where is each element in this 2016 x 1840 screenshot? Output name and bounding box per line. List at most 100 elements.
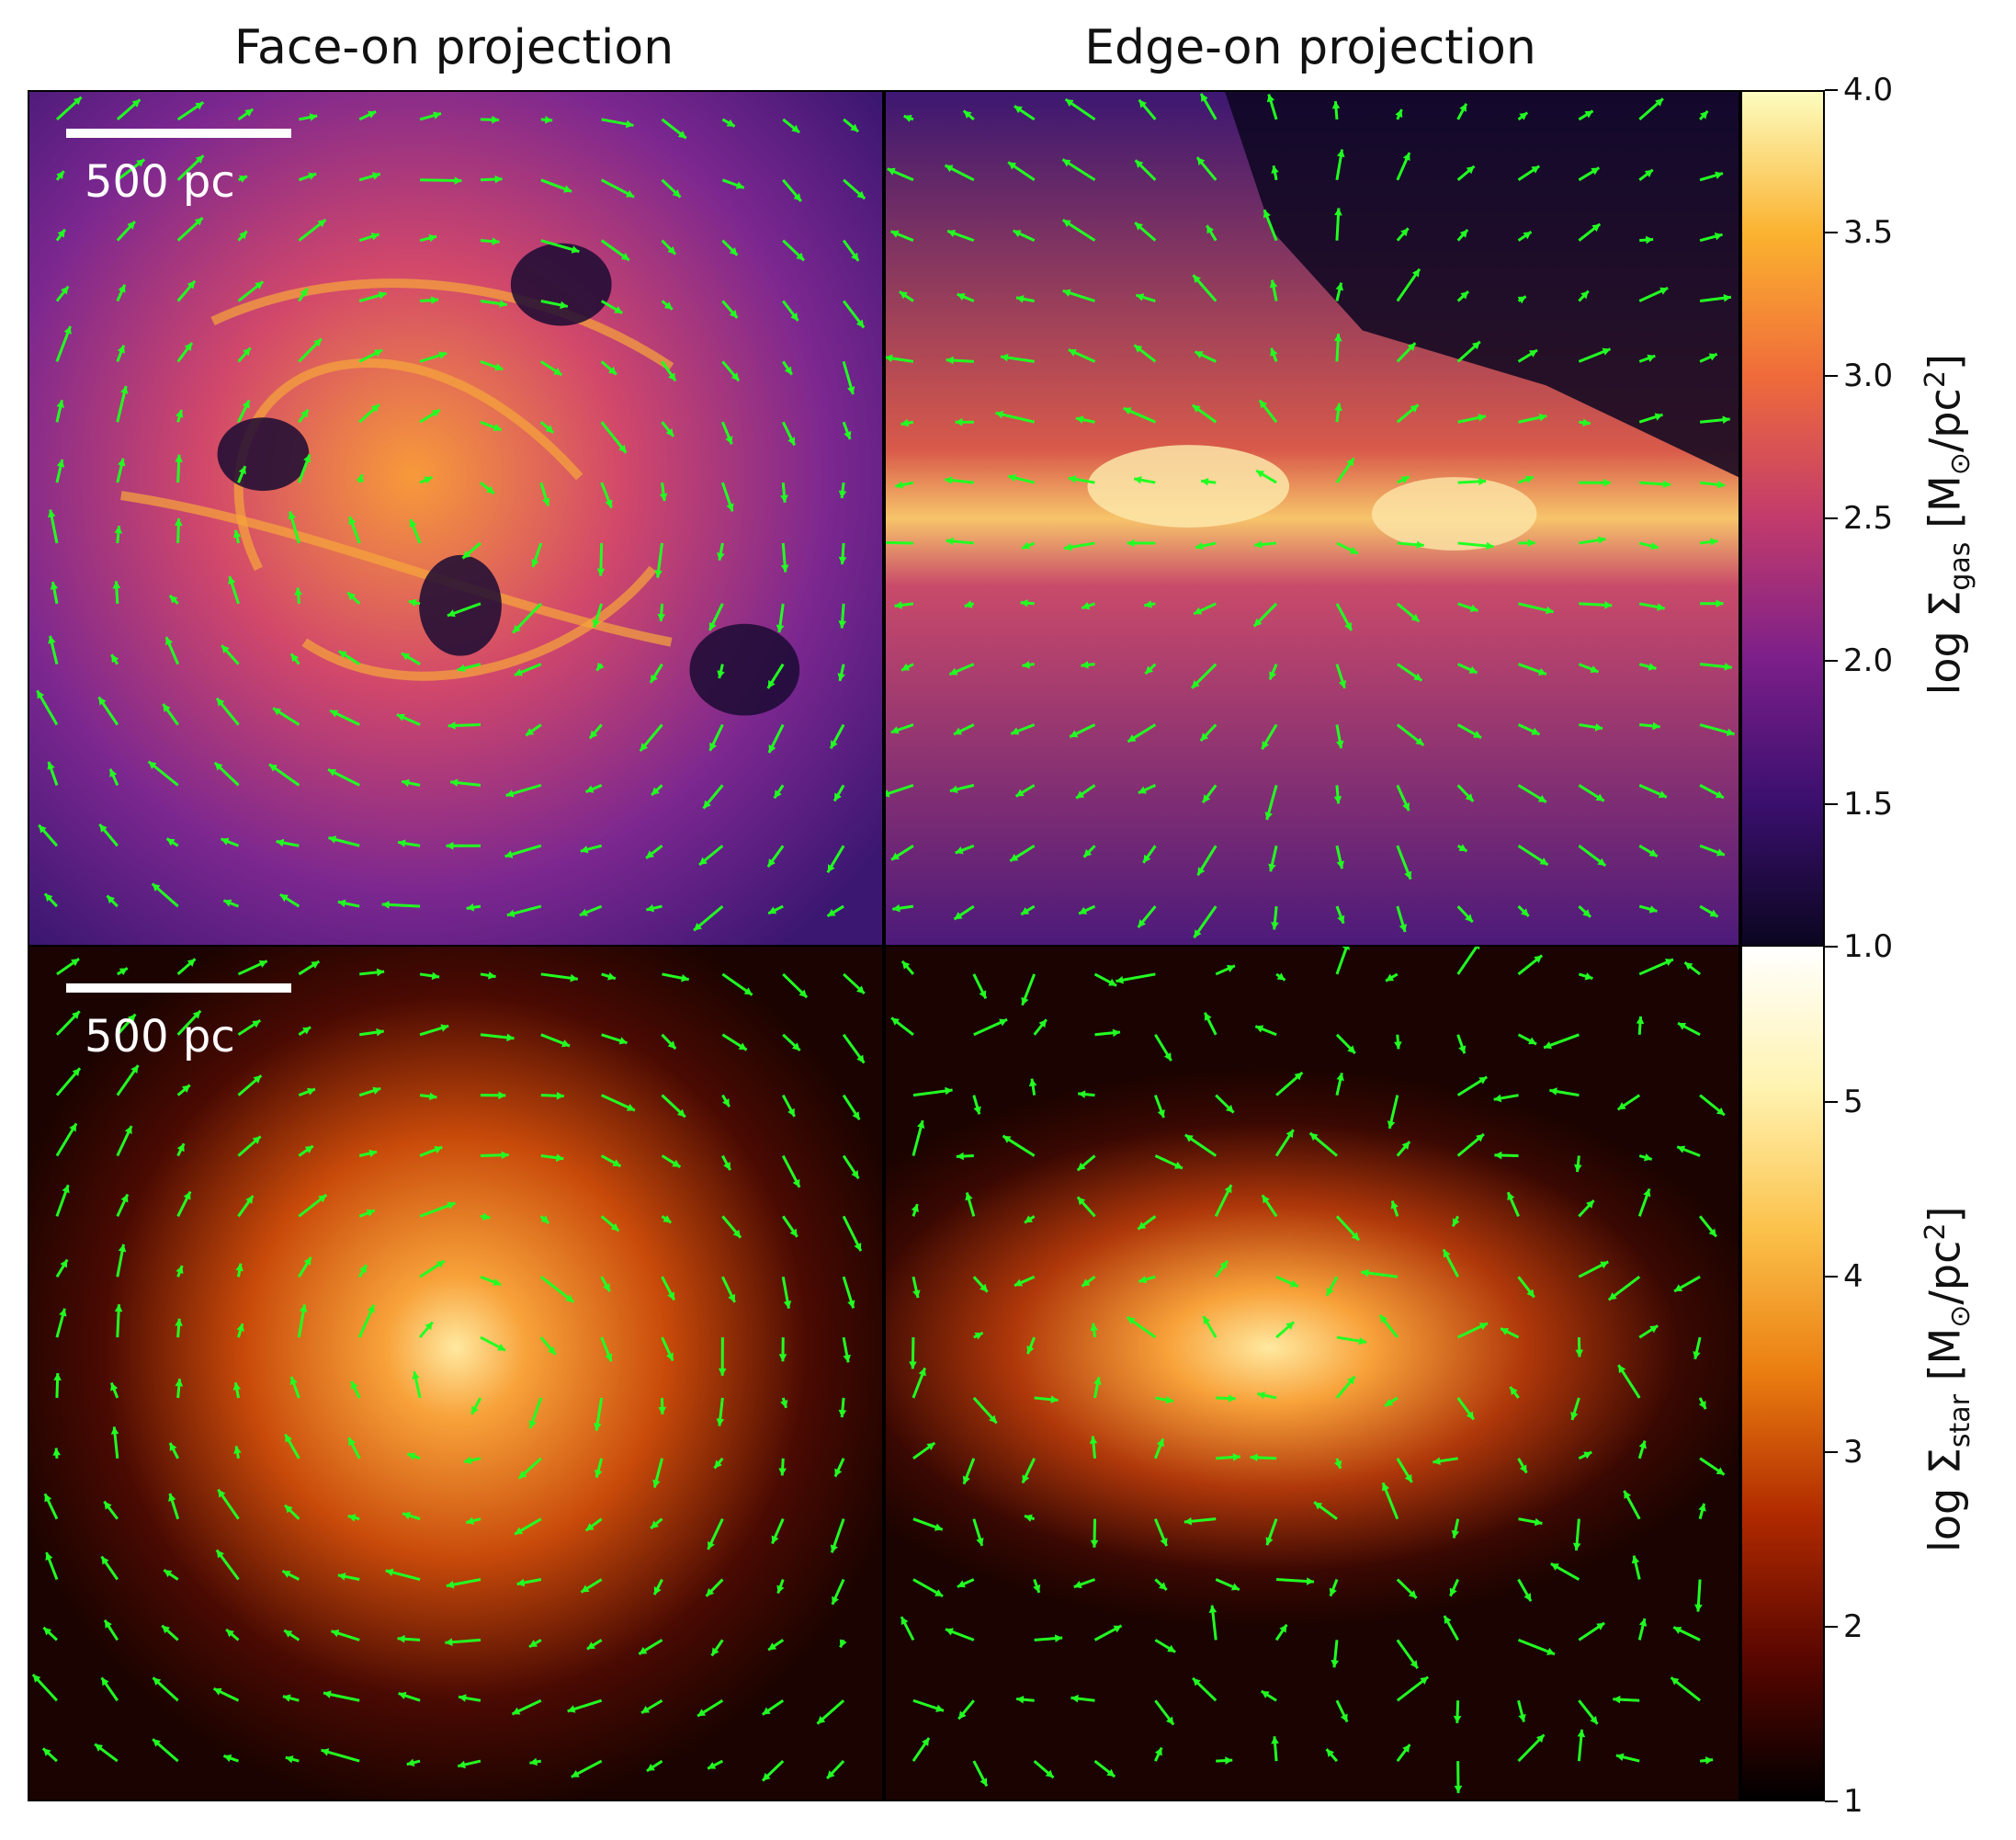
velocity-arrow	[894, 601, 914, 609]
velocity-arrow	[357, 1304, 376, 1338]
velocity-arrow	[321, 1748, 360, 1763]
gas-face-on-panel: 500 pc	[28, 90, 884, 947]
velocity-arrow	[1020, 598, 1035, 608]
velocity-arrow	[1698, 1397, 1707, 1410]
colorbar-tick-label: 4	[1843, 1258, 1863, 1296]
velocity-arrow	[1456, 1132, 1485, 1157]
velocity-arrow	[1578, 166, 1601, 182]
velocity-arrow	[1090, 1518, 1099, 1548]
velocity-arrow	[396, 713, 421, 726]
velocity-arrow	[1517, 1458, 1528, 1474]
velocity-arrow	[708, 603, 724, 631]
velocity-arrow	[1254, 1025, 1277, 1037]
velocity-arrow	[600, 300, 624, 314]
velocity-arrow	[176, 154, 205, 181]
velocity-arrow	[601, 1094, 636, 1112]
velocity-arrow	[887, 167, 914, 182]
velocity-arrow	[1578, 1450, 1592, 1460]
velocity-arrow	[1094, 1028, 1121, 1038]
velocity-arrow	[1116, 972, 1156, 984]
velocity-arrow	[842, 1336, 851, 1363]
velocity-arrow	[402, 1511, 421, 1521]
velocity-arrow	[110, 1426, 119, 1459]
velocity-arrow	[1699, 481, 1726, 489]
velocity-arrow	[217, 1488, 240, 1520]
velocity-arrow	[1579, 536, 1606, 545]
velocity-arrow	[1396, 267, 1421, 302]
velocity-arrow	[1026, 1336, 1036, 1355]
velocity-arrow	[1670, 1676, 1702, 1702]
velocity-arrow	[1638, 413, 1663, 424]
velocity-arrow	[540, 300, 569, 310]
colorbar-tick-mark	[1825, 232, 1838, 234]
velocity-arrow	[237, 1135, 262, 1157]
velocity-arrow	[1572, 1518, 1581, 1551]
velocity-arrow	[358, 291, 387, 302]
velocity-arrow	[337, 1573, 360, 1581]
velocity-arrow	[654, 542, 664, 578]
velocity-arrow	[955, 844, 975, 855]
velocity-arrow	[1093, 1759, 1116, 1778]
velocity-arrow	[116, 385, 129, 423]
velocity-arrow	[222, 899, 240, 908]
velocity-arrow	[955, 417, 974, 426]
velocity-arrow	[780, 1397, 788, 1409]
velocity-arrow	[237, 1019, 262, 1037]
velocity-arrows-star-edge	[890, 947, 1726, 1793]
colorbar-tick-label: 3.5	[1843, 214, 1894, 252]
velocity-arrow	[761, 1760, 785, 1782]
velocity-arrow	[1331, 1640, 1340, 1668]
velocity-arrow	[1517, 723, 1541, 736]
velocity-arrow	[1433, 1457, 1458, 1466]
velocity-arrow	[838, 482, 847, 499]
velocity-arrow	[707, 1518, 724, 1550]
scale-bar-label: 500 pc	[85, 156, 235, 208]
velocity-arrow	[1579, 478, 1611, 487]
velocity-arrow	[232, 1381, 242, 1399]
velocity-arrow	[1075, 784, 1096, 800]
velocity-arrow	[829, 723, 845, 750]
velocity-arrow	[480, 1212, 491, 1221]
velocity-arrow	[1517, 348, 1538, 363]
velocity-arrow	[1451, 1215, 1460, 1228]
velocity-arrow	[1518, 1517, 1543, 1527]
velocity-arrow	[1456, 165, 1476, 181]
velocity-arrow	[358, 1209, 376, 1218]
velocity-arrow	[838, 603, 847, 629]
velocity-arrow	[268, 763, 300, 787]
velocity-arrow	[1454, 1761, 1463, 1793]
colorbar-tick-mark	[1825, 517, 1838, 519]
velocity-arrow	[1457, 414, 1487, 424]
velocity-arrow	[771, 1518, 785, 1545]
velocity-arrow	[1335, 282, 1344, 301]
velocity-arrow	[1021, 541, 1036, 550]
velocity-arrow	[161, 1624, 179, 1641]
velocity-arrow	[895, 481, 914, 489]
velocity-arrow	[1216, 1394, 1236, 1403]
velocity-arrow	[41, 1747, 58, 1763]
velocity-arrow	[1577, 1729, 1586, 1762]
velocity-arrow	[1014, 1275, 1036, 1288]
velocity-arrow	[1396, 152, 1411, 181]
velocity-arrow	[1142, 845, 1157, 864]
velocity-arrow	[1543, 1033, 1580, 1050]
velocity-arrow	[1275, 1321, 1296, 1339]
velocity-arrow	[1578, 222, 1602, 242]
velocity-arrow	[1335, 1033, 1356, 1055]
velocity-arrow	[1672, 1626, 1701, 1641]
velocity-arrow	[1396, 342, 1417, 363]
velocity-arrow	[1638, 168, 1654, 181]
velocity-arrow	[890, 1017, 914, 1036]
velocity-arrow	[237, 346, 252, 363]
velocity-arrow	[288, 511, 300, 544]
velocity-arrow	[1193, 905, 1218, 939]
velocity-arrow	[761, 1698, 785, 1716]
velocity-arrow	[1578, 904, 1592, 918]
velocity-arrow	[419, 475, 433, 484]
velocity-arrow	[163, 1568, 179, 1581]
velocity-arrow	[1201, 784, 1218, 804]
velocity-arrow	[705, 1578, 724, 1597]
velocity-arrow	[114, 1304, 123, 1338]
velocity-arrow	[1081, 661, 1095, 669]
velocity-arrow	[586, 1639, 603, 1651]
